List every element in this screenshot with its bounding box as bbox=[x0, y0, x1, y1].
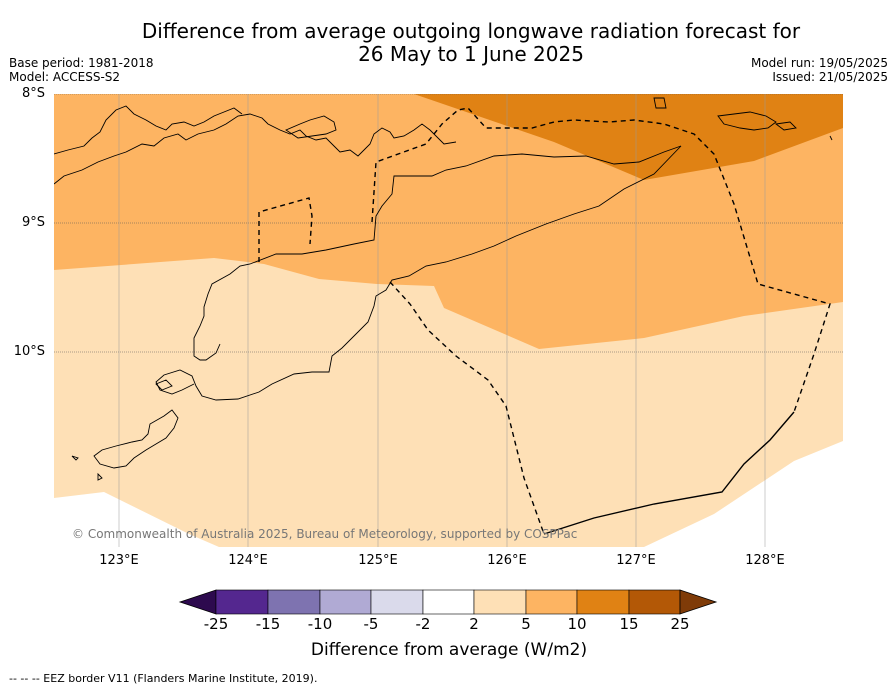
map-title: Difference from average outgoing longwav… bbox=[60, 20, 882, 66]
eez-border bbox=[258, 107, 831, 535]
colorbar-extend-high bbox=[679, 589, 718, 615]
blank-area-south bbox=[54, 492, 219, 547]
lat-label-8s: 8°S bbox=[21, 86, 45, 101]
lon-label-125e: 125°E bbox=[358, 553, 398, 568]
colorbar-bin-8 bbox=[576, 589, 630, 615]
colorbar-bin-4 bbox=[370, 589, 424, 615]
island-north-small bbox=[653, 97, 667, 109]
model-run: Model run: 19/05/2025 bbox=[750, 56, 888, 70]
map-svg bbox=[54, 94, 843, 547]
colorbar-tick: -15 bbox=[255, 615, 281, 633]
eez-solid-segment bbox=[543, 411, 795, 535]
colorbar-tick: 2 bbox=[469, 615, 479, 633]
timor-coastline bbox=[155, 145, 682, 401]
island-east-upper bbox=[285, 115, 337, 139]
lat-label-10s: 10°S bbox=[13, 344, 45, 359]
blank-area-southeast bbox=[644, 441, 843, 547]
colorbar-tick: -25 bbox=[203, 615, 229, 633]
colorbar-bin-5 bbox=[422, 589, 475, 615]
colorbar-tick: -2 bbox=[415, 615, 431, 633]
meta-left: Base period: 1981-2018 Model: ACCESS-S2 bbox=[9, 56, 154, 84]
north-island-chain bbox=[54, 113, 457, 185]
colorbar bbox=[178, 589, 718, 615]
colorbar-tick: 15 bbox=[619, 615, 639, 633]
islet-south bbox=[97, 472, 103, 481]
graticule bbox=[54, 94, 843, 547]
lon-label-127e: 127°E bbox=[616, 553, 656, 568]
north-island-chain-upper bbox=[54, 105, 243, 155]
colorbar-bin-2 bbox=[267, 589, 321, 615]
title-line-2: 26 May to 1 June 2025 bbox=[358, 42, 584, 66]
islet-east-edge bbox=[829, 135, 833, 141]
colorbar-extend-low bbox=[178, 589, 217, 615]
coastlines bbox=[54, 97, 833, 481]
colorbar-tick: 5 bbox=[521, 615, 531, 633]
title-line-1: Difference from average outgoing longwav… bbox=[141, 19, 801, 43]
islet-mid bbox=[155, 379, 173, 391]
base-period: Base period: 1981-2018 bbox=[9, 56, 154, 70]
colorbar-title: Difference from average (W/m2) bbox=[310, 640, 588, 660]
island-wetar bbox=[717, 111, 777, 131]
colorbar-bin-3 bbox=[319, 589, 372, 615]
model-name: Model: ACCESS-S2 bbox=[9, 70, 121, 84]
issued-date: Issued: 21/05/2025 bbox=[772, 70, 888, 84]
lat-label-9s: 9°S bbox=[21, 215, 45, 230]
lon-label-128e: 128°E bbox=[745, 553, 785, 568]
lon-label-123e: 123°E bbox=[99, 553, 139, 568]
lon-label-126e: 126°E bbox=[487, 553, 527, 568]
islet-west bbox=[71, 455, 79, 461]
island-small-ne bbox=[774, 121, 797, 131]
colorbar-bin-7 bbox=[525, 589, 578, 615]
colorbar-tick: -5 bbox=[363, 615, 379, 633]
meta-right: Model run: 19/05/2025 Issued: 21/05/2025 bbox=[751, 56, 888, 84]
colorbar-tick: 25 bbox=[670, 615, 690, 633]
timor-north-coast bbox=[193, 145, 682, 361]
region-10-15 bbox=[414, 94, 843, 180]
colorbar-bin-1 bbox=[215, 589, 269, 615]
colorbar-tick: -10 bbox=[307, 615, 333, 633]
colorbar-bin-9 bbox=[628, 589, 681, 615]
eez-legend-note: -- -- -- EEZ border V11 (Flanders Marine… bbox=[9, 672, 318, 685]
colorbar-bin-6 bbox=[473, 589, 527, 615]
lon-label-124e: 124°E bbox=[228, 553, 268, 568]
map-panel bbox=[54, 94, 843, 547]
copyright-notice: © Commonwealth of Australia 2025, Bureau… bbox=[72, 527, 578, 541]
island-south-west bbox=[93, 409, 179, 469]
colorbar-tick: 10 bbox=[567, 615, 587, 633]
